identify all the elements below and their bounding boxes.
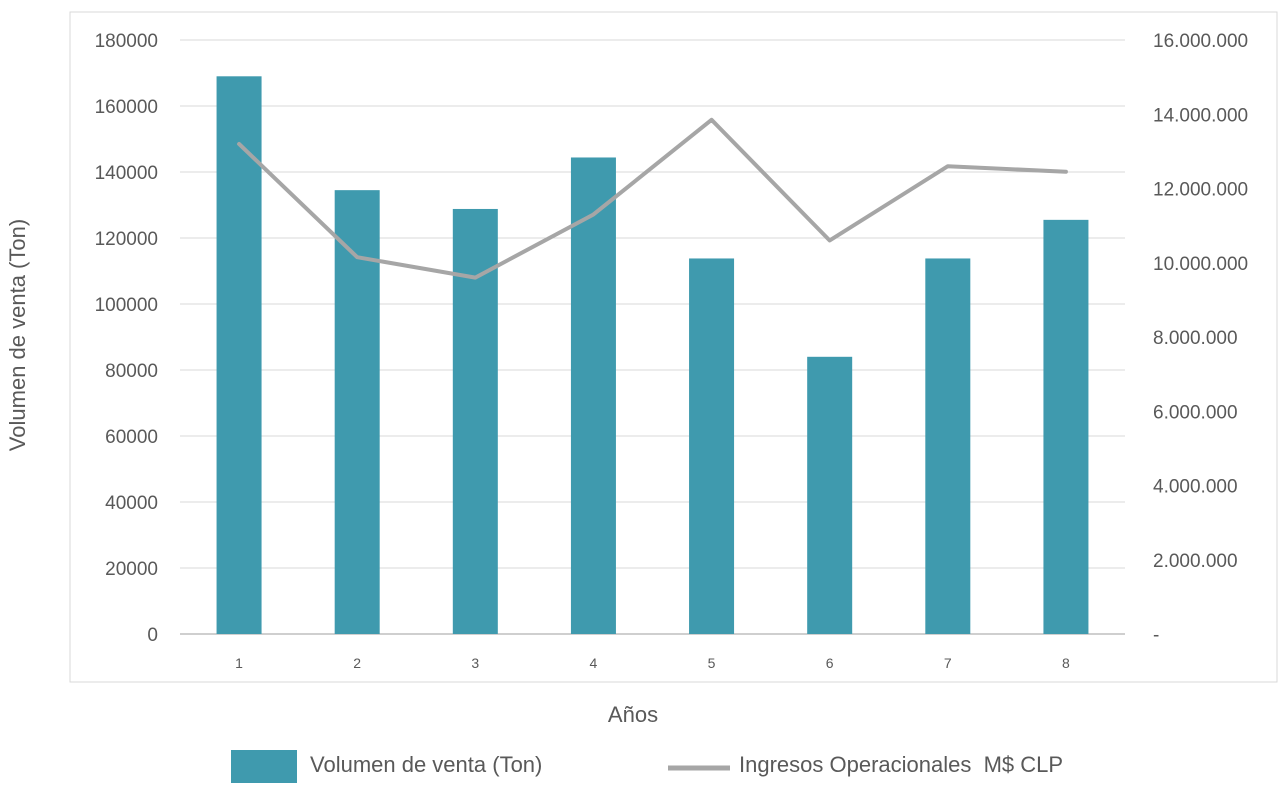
left-tick-label: 20000	[105, 559, 158, 580]
left-tick-label: 180000	[95, 31, 158, 52]
left-tick-label: 60000	[105, 427, 158, 448]
left-tick-label: 120000	[95, 229, 158, 250]
legend-label-line: Ingresos Operacionales M$ CLP	[739, 752, 1063, 777]
x-tick-label: 7	[944, 655, 952, 671]
right-tick-label: 16.000.000	[1153, 31, 1248, 52]
left-tick-label: 80000	[105, 361, 158, 382]
bar	[571, 157, 616, 634]
x-tick-label: 1	[235, 655, 243, 671]
x-tick-label: 3	[471, 655, 479, 671]
bar	[1043, 220, 1088, 634]
bar	[689, 258, 734, 634]
bar	[807, 357, 852, 634]
right-tick-label: 2.000.000	[1153, 551, 1238, 572]
x-tick-label: 2	[353, 655, 361, 671]
bar	[453, 209, 498, 634]
left-tick-label: 140000	[95, 163, 158, 184]
x-tick-label: 4	[590, 655, 598, 671]
right-axis-ticks: - 2.000.000 4.000.000 6.000.000 8.000.000 10.…	[1153, 31, 1248, 646]
legend-swatch-bars	[231, 750, 297, 783]
legend: Volumen de venta (Ton) Ingresos Operacio…	[231, 750, 1063, 783]
right-tick-label: 4.000.000	[1153, 477, 1238, 498]
left-tick-label: 160000	[95, 97, 158, 118]
right-tick-label: -	[1153, 625, 1159, 646]
left-tick-label: 100000	[95, 295, 158, 316]
right-tick-label: 14.000.000	[1153, 105, 1248, 126]
x-tick-label: 8	[1062, 655, 1070, 671]
x-tick-label: 6	[826, 655, 834, 671]
left-tick-label: 0	[147, 625, 158, 646]
right-tick-label: 6.000.000	[1153, 402, 1238, 423]
x-tick-label: 5	[708, 655, 716, 671]
bar	[925, 258, 970, 634]
right-tick-label: 10.000.000	[1153, 254, 1248, 275]
right-tick-label: 12.000.000	[1153, 180, 1248, 201]
x-axis-title: Años	[608, 702, 658, 727]
legend-label-bars: Volumen de venta (Ton)	[310, 752, 542, 777]
y-axis-title: Volumen de venta (Ton)	[5, 219, 30, 451]
right-tick-label: 8.000.000	[1153, 328, 1238, 349]
left-tick-label: 40000	[105, 493, 158, 514]
